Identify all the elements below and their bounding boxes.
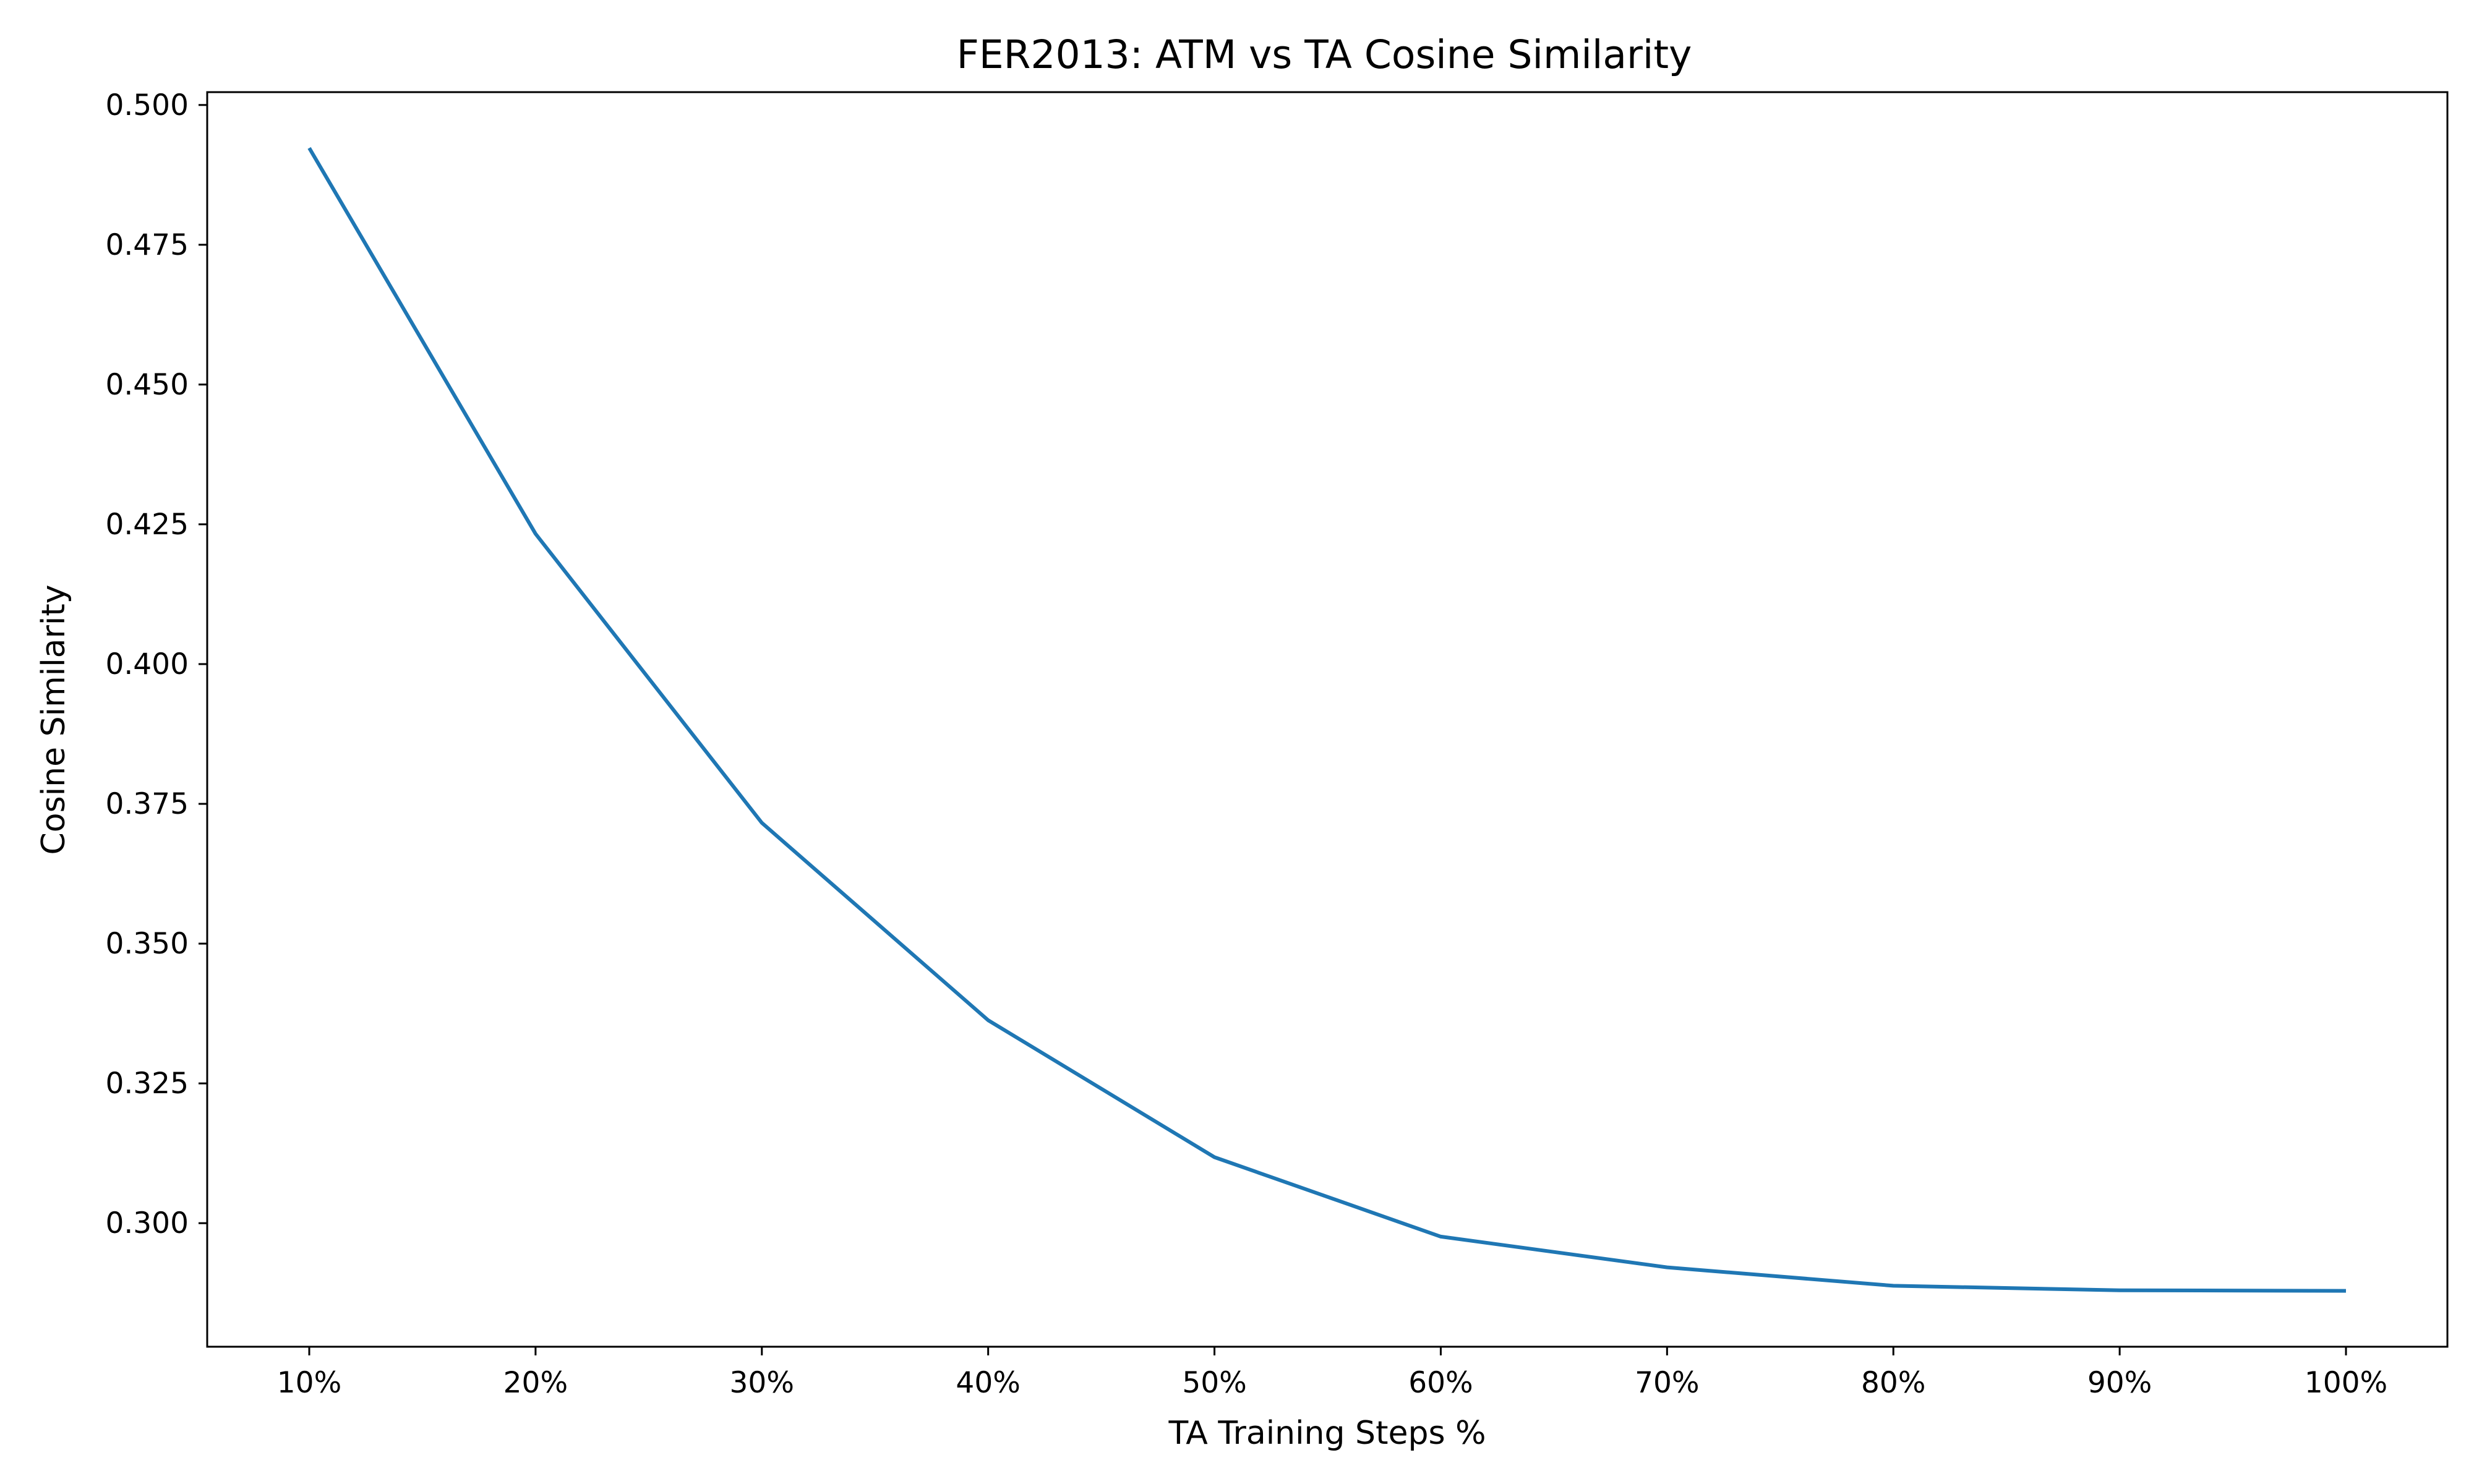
y-axis-ticks: 0.300 0.325 0.350 0.375 0.400 0.425 0.450 0.475… bbox=[105, 88, 207, 1240]
x-tick-label: 40% bbox=[956, 1366, 1020, 1400]
y-tick-label: 0.500 bbox=[105, 88, 189, 122]
x-tick-label: 10% bbox=[277, 1366, 341, 1400]
chart-title: FER2013: ATM vs TA Cosine Similarity bbox=[957, 32, 1692, 77]
y-axis-label: Cosine Similarity bbox=[35, 585, 72, 855]
x-tick-label: 60% bbox=[1408, 1366, 1473, 1400]
x-tick-label: 90% bbox=[2087, 1366, 2152, 1400]
x-tick-label: 100% bbox=[2305, 1366, 2387, 1400]
series-layer bbox=[307, 147, 2347, 1293]
series-line bbox=[307, 147, 2347, 1293]
y-tick-label: 0.400 bbox=[105, 647, 189, 681]
x-tick-label: 30% bbox=[730, 1366, 794, 1400]
x-axis-label: TA Training Steps % bbox=[1168, 1415, 1486, 1452]
y-tick-label: 0.350 bbox=[105, 927, 189, 961]
plot-area-frame bbox=[206, 91, 2449, 1348]
y-tick-label: 0.425 bbox=[105, 508, 189, 542]
y-tick-label: 0.375 bbox=[105, 787, 189, 821]
x-tick-label: 20% bbox=[503, 1366, 568, 1400]
x-axis-ticks: 10% 20% 30% 40% 50% 60% 70% 80% 90% 100% bbox=[277, 1347, 2387, 1400]
y-tick-label: 0.325 bbox=[105, 1067, 189, 1101]
y-tick-label: 0.475 bbox=[105, 228, 189, 262]
x-tick-label: 80% bbox=[1861, 1366, 1925, 1400]
y-tick-label: 0.450 bbox=[105, 368, 189, 402]
y-tick-label: 0.300 bbox=[105, 1206, 189, 1240]
x-tick-label: 50% bbox=[1182, 1366, 1246, 1400]
x-tick-label: 70% bbox=[1635, 1366, 1699, 1400]
